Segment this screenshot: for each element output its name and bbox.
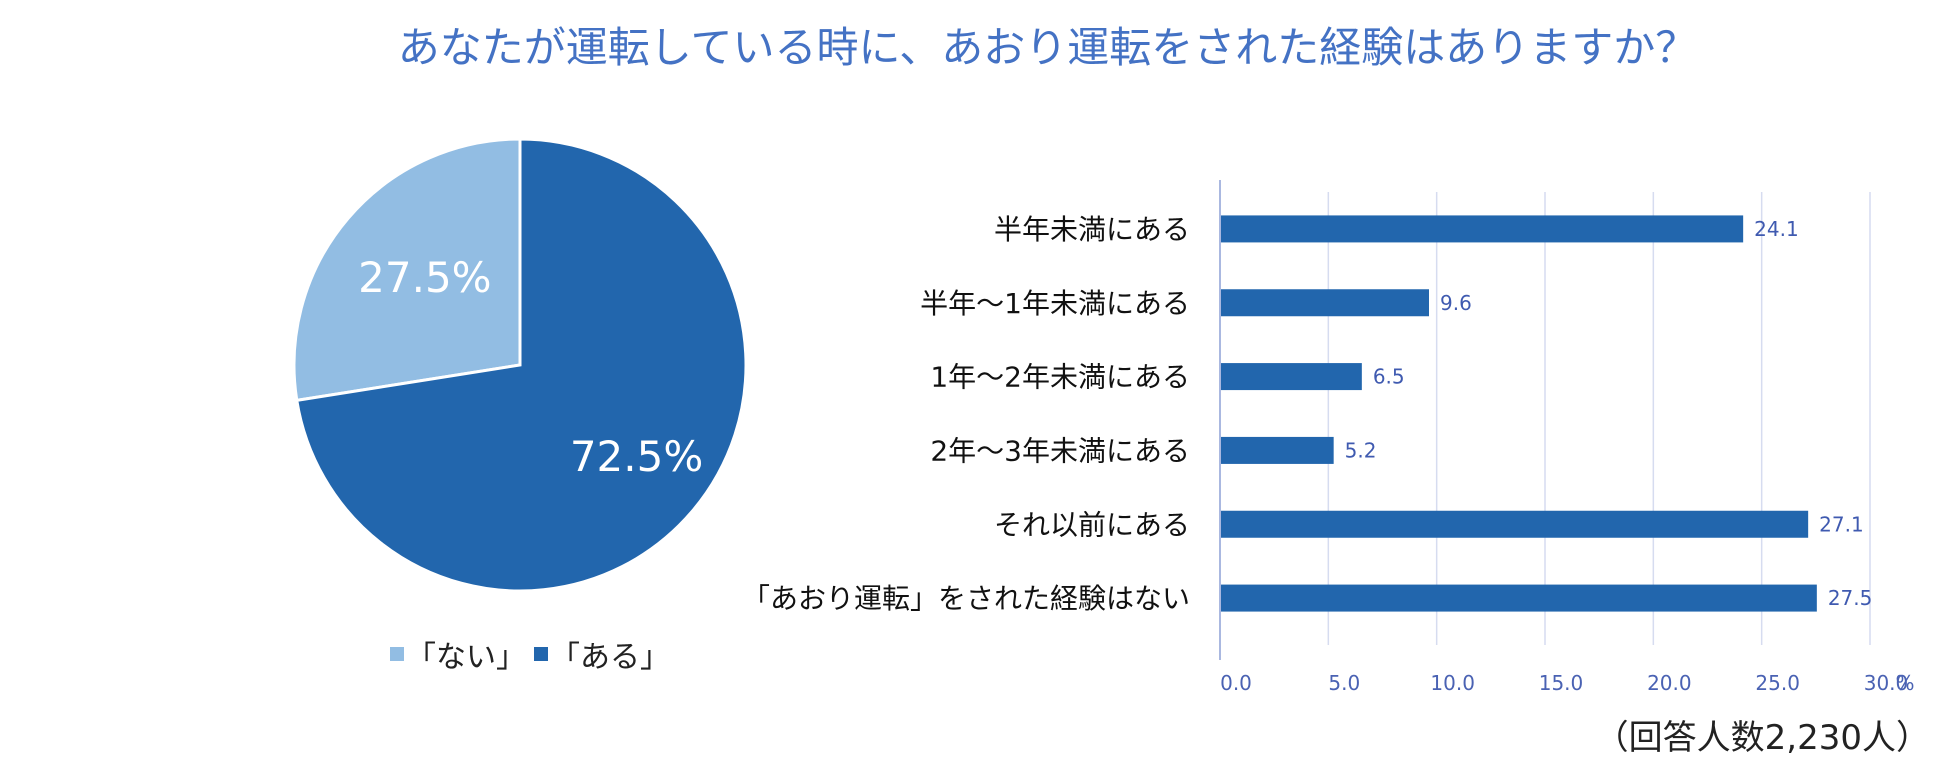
bar [1221, 436, 1334, 464]
legend-item-aru: 「ある」 [534, 632, 670, 676]
value-label: 27.1 [1819, 512, 1864, 536]
value-label: 24.1 [1754, 217, 1799, 241]
pie-chart: 27.5% 72.5% [292, 137, 748, 593]
legend-label-aru: 「ある」 [550, 640, 670, 675]
value-label: 9.6 [1440, 291, 1472, 315]
x-tick-label: 15.0 [1539, 671, 1584, 695]
bar [1221, 584, 1817, 612]
x-tick-label: 20.0 [1647, 671, 1692, 695]
category-label: 半年未満にある [994, 213, 1190, 246]
category-label: 1年～2年未満にある [930, 361, 1190, 394]
chart-title: あなたが運転している時に、あおり運転をされた経験はありますか？ [397, 23, 1698, 72]
x-tick-label: 5.0 [1328, 671, 1360, 695]
x-axis-unit: % [1895, 671, 1914, 695]
bar [1221, 363, 1362, 391]
x-tick-label: 25.0 [1755, 671, 1800, 695]
bar [1221, 289, 1429, 317]
value-label: 27.5 [1828, 586, 1873, 610]
value-label: 6.5 [1373, 365, 1405, 389]
category-label: 半年～1年未満にある [920, 287, 1190, 320]
x-tick-label: 0.0 [1220, 671, 1252, 695]
category-label: 2年～3年未満にある [930, 434, 1190, 467]
x-tick-label: 10.0 [1430, 671, 1475, 695]
value-label: 5.2 [1345, 438, 1377, 462]
bar [1221, 215, 1744, 243]
legend-swatch-nai [390, 647, 404, 661]
legend-label-nai: 「ない」 [406, 640, 526, 675]
category-label: それ以前にある [994, 508, 1190, 541]
pie-slice-nai [292, 137, 522, 403]
x-tick-label: 30.0 [1864, 671, 1909, 695]
pie-legend: 「ない」 「ある」 [390, 632, 678, 676]
category-label: 「あおり運転」をされた経験はない [742, 582, 1190, 615]
legend-item-nai: 「ない」 [390, 632, 526, 676]
pie-label-nai: 27.5% [358, 253, 491, 302]
legend-swatch-aru [534, 647, 548, 661]
pie-label-aru: 72.5% [570, 432, 703, 481]
respondent-count-note: （回答人数2,230人） [1594, 718, 1930, 758]
bar [1221, 510, 1809, 538]
pie-slice-aru [295, 137, 748, 593]
